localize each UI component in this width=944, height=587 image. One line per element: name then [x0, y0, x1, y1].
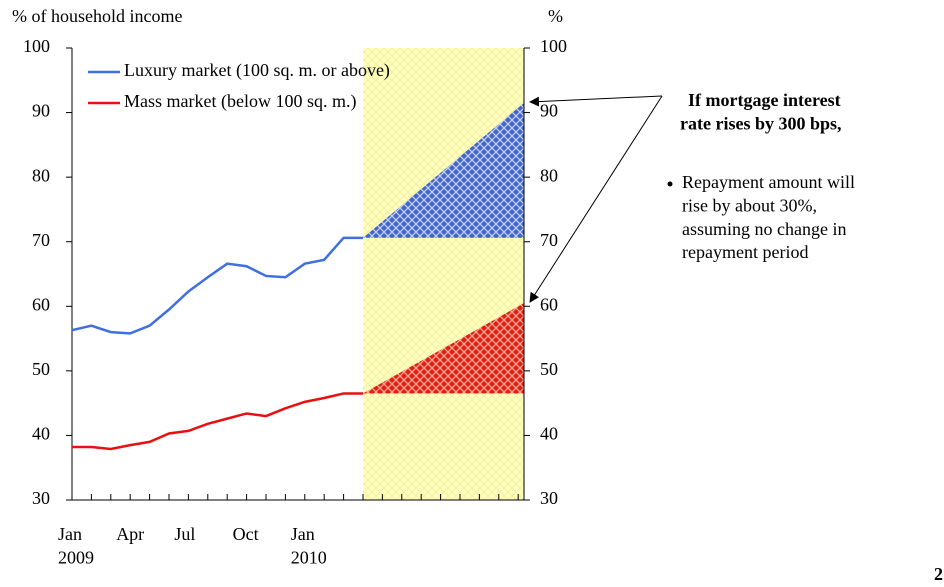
- y-tick-label: 40: [32, 424, 50, 444]
- y2-tick-label: 70: [540, 230, 558, 250]
- arrow: [529, 95, 663, 303]
- y2-tick-label: 50: [540, 359, 558, 379]
- y-tick-label: 30: [32, 488, 50, 508]
- arrow: [529, 95, 663, 107]
- y2-tick-label: 100: [540, 36, 567, 56]
- x-tick-label: Jan 2009: [58, 524, 94, 567]
- x-tick-label: Apr: [116, 524, 144, 544]
- y-tick-label: 70: [32, 230, 50, 250]
- plot-area: 30 40 50 60 70 80 90 100 30 40 50 60 70 80 90 100 Jan 200…: [23, 36, 567, 567]
- y2-tick-label: 40: [540, 424, 558, 444]
- projection-area: [362, 303, 524, 394]
- y2-tick-label: 80: [540, 165, 558, 185]
- y-tick-label: 60: [32, 294, 50, 314]
- annotation-title: If mortgage interest rate rises by 300 bp…: [680, 90, 842, 133]
- x-tick-label: Oct: [233, 524, 259, 544]
- x-tick-label: Jul: [174, 524, 195, 544]
- y2-tick-label: 30: [540, 488, 558, 508]
- y2-axis-label: %: [548, 6, 563, 26]
- projection-background: [362, 48, 524, 500]
- y-tick-label: 80: [32, 165, 50, 185]
- y-tick-label: 90: [32, 101, 50, 121]
- annotation-bullet: Repayment amount will rise by about 30%, a…: [682, 172, 855, 262]
- line: [71, 236, 363, 335]
- legend-label: Luxury market (100 sq. m. or above): [124, 60, 390, 81]
- x-tick-label: Jan 2010: [291, 524, 327, 567]
- bullet: [667, 181, 673, 187]
- line: [72, 392, 363, 451]
- y2-tick-label: 60: [540, 294, 558, 314]
- projection-area: [362, 102, 524, 238]
- y-axis-label: % of household income: [12, 6, 182, 26]
- y-tick-label: 50: [32, 359, 50, 379]
- y2-tick-label: 90: [540, 101, 558, 121]
- page-number: 2: [934, 564, 943, 582]
- y-tick-label: 100: [23, 36, 50, 56]
- legend-label: Mass market (below 100 sq. m.): [124, 91, 356, 112]
